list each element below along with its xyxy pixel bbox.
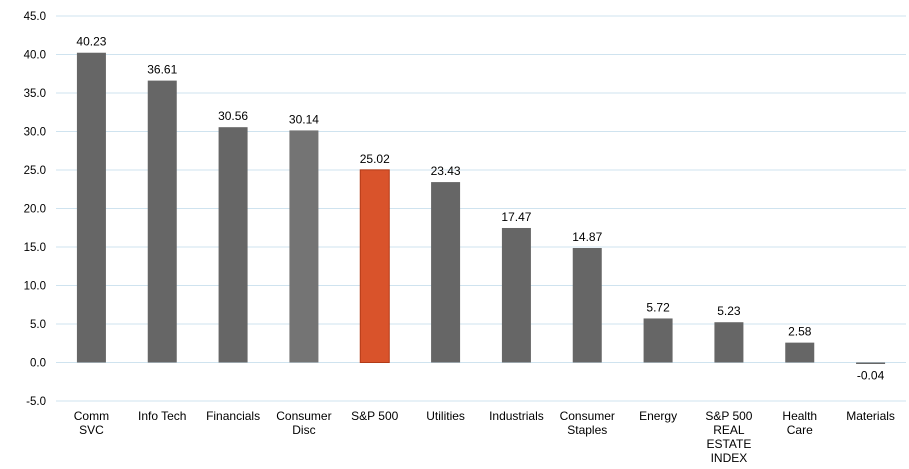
data-label: 5.23 bbox=[717, 304, 741, 318]
y-tick-label: -5.0 bbox=[26, 396, 46, 408]
bar bbox=[643, 318, 673, 363]
data-label: 25.02 bbox=[360, 152, 390, 166]
bar bbox=[289, 130, 319, 363]
data-label: -0.04 bbox=[857, 369, 885, 383]
x-tick-label: Info Tech bbox=[138, 409, 186, 423]
data-labels: 40.23 36.61 30.56 30.14 25.02 23.43 17.47 14.87… bbox=[76, 35, 884, 383]
bar bbox=[856, 362, 886, 364]
data-label: 30.56 bbox=[218, 109, 248, 123]
x-tick-label: Energy bbox=[639, 409, 677, 423]
y-tick-label: 40.0 bbox=[24, 50, 46, 62]
x-tick-label: Consumer Staples bbox=[560, 409, 615, 437]
y-tick-label: 35.0 bbox=[24, 88, 46, 100]
bar bbox=[147, 80, 177, 363]
x-tick-label: S&P 500 bbox=[351, 409, 398, 423]
data-label: 40.23 bbox=[76, 35, 106, 49]
x-axis-categories: Comm SVC Info Tech Financials Consumer Disc S&… bbox=[74, 409, 895, 465]
x-tick-label: Financials bbox=[206, 409, 260, 423]
y-tick-label: 15.0 bbox=[24, 242, 46, 254]
x-tick-label: Materials bbox=[846, 409, 895, 423]
bar bbox=[572, 248, 602, 363]
bar bbox=[714, 322, 744, 363]
gridlines bbox=[56, 15, 906, 402]
y-tick-label: 45.0 bbox=[24, 11, 46, 23]
data-label: 17.47 bbox=[501, 210, 531, 224]
x-tick-label: Consumer Disc bbox=[276, 409, 331, 437]
x-tick-label: Health Care bbox=[782, 409, 817, 437]
bar bbox=[76, 52, 106, 363]
bars bbox=[76, 52, 886, 364]
data-label: 36.61 bbox=[147, 63, 177, 77]
y-tick-label: 25.0 bbox=[24, 165, 46, 177]
bar bbox=[785, 342, 815, 363]
data-label: 2.58 bbox=[788, 325, 812, 339]
y-tick-label: 30.0 bbox=[24, 127, 46, 139]
x-tick-label: S&P 500 REAL ESTATE INDEX bbox=[705, 409, 752, 465]
bar bbox=[359, 169, 390, 363]
bar bbox=[431, 182, 461, 363]
y-tick-label: 20.0 bbox=[24, 204, 46, 216]
data-label: 23.43 bbox=[431, 164, 461, 178]
bar bbox=[218, 127, 248, 363]
x-tick-label: Comm SVC bbox=[74, 409, 109, 437]
y-tick-label: 0.0 bbox=[30, 358, 46, 370]
x-tick-label: Utilities bbox=[426, 409, 465, 423]
data-label: 30.14 bbox=[289, 112, 319, 126]
y-tick-label: 10.0 bbox=[24, 281, 46, 293]
y-tick-label: 5.0 bbox=[30, 319, 46, 331]
y-axis-ticks: 45.0 40.0 35.0 30.0 25.0 20.0 15.0 10.0 5.0 0.0 -5… bbox=[24, 11, 46, 408]
data-label: 5.72 bbox=[646, 300, 670, 314]
bar bbox=[501, 227, 531, 363]
data-label: 14.87 bbox=[572, 230, 602, 244]
x-tick-label: Industrials bbox=[489, 409, 544, 423]
